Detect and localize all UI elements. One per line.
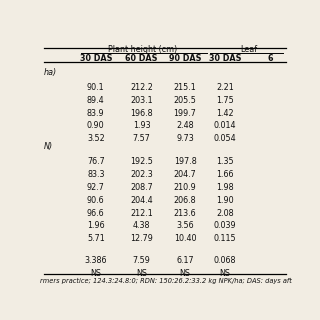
Text: NS: NS (136, 269, 147, 278)
Text: 202.3: 202.3 (130, 170, 153, 179)
Text: 205.5: 205.5 (174, 96, 196, 105)
Text: 30 DAS: 30 DAS (209, 54, 241, 63)
Text: 3.52: 3.52 (87, 134, 105, 143)
Text: NS: NS (219, 269, 230, 278)
Text: 0.039: 0.039 (213, 221, 236, 230)
Text: 206.8: 206.8 (174, 196, 196, 205)
Text: 212.1: 212.1 (130, 209, 153, 218)
Text: 1.90: 1.90 (216, 196, 234, 205)
Text: 204.4: 204.4 (130, 196, 153, 205)
Text: 90.1: 90.1 (87, 83, 105, 92)
Text: 3.56: 3.56 (176, 221, 194, 230)
Text: Leaf: Leaf (240, 45, 258, 54)
Text: 83.9: 83.9 (87, 108, 105, 118)
Text: 7.59: 7.59 (133, 256, 151, 265)
Text: 76.7: 76.7 (87, 157, 105, 166)
Text: 210.9: 210.9 (174, 183, 196, 192)
Text: 92.7: 92.7 (87, 183, 105, 192)
Text: 9.73: 9.73 (176, 134, 194, 143)
Text: 1.96: 1.96 (87, 221, 105, 230)
Text: 204.7: 204.7 (174, 170, 196, 179)
Text: ha): ha) (44, 68, 57, 76)
Text: 90.6: 90.6 (87, 196, 105, 205)
Text: 1.93: 1.93 (133, 121, 150, 131)
Text: 203.1: 203.1 (130, 96, 153, 105)
Text: 5.71: 5.71 (87, 234, 105, 243)
Text: 197.8: 197.8 (174, 157, 196, 166)
Text: 192.5: 192.5 (130, 157, 153, 166)
Text: 3.386: 3.386 (84, 256, 107, 265)
Text: 0.014: 0.014 (213, 121, 236, 131)
Text: NS: NS (90, 269, 101, 278)
Text: Plant height (cm): Plant height (cm) (108, 45, 178, 54)
Text: 0.054: 0.054 (213, 134, 236, 143)
Text: 12.79: 12.79 (130, 234, 153, 243)
Text: 2.08: 2.08 (216, 209, 234, 218)
Text: 1.98: 1.98 (216, 183, 234, 192)
Text: 1.66: 1.66 (216, 170, 234, 179)
Text: 2.48: 2.48 (176, 121, 194, 131)
Text: 60 DAS: 60 DAS (125, 54, 158, 63)
Text: 199.7: 199.7 (174, 108, 196, 118)
Text: 30 DAS: 30 DAS (80, 54, 112, 63)
Text: 6: 6 (268, 54, 273, 63)
Text: 1.35: 1.35 (216, 157, 234, 166)
Text: 196.8: 196.8 (130, 108, 153, 118)
Text: 7.57: 7.57 (133, 134, 151, 143)
Text: 6.17: 6.17 (176, 256, 194, 265)
Text: 213.6: 213.6 (174, 209, 196, 218)
Text: 2.21: 2.21 (216, 83, 234, 92)
Text: 1.75: 1.75 (216, 96, 234, 105)
Text: N): N) (44, 142, 53, 151)
Text: 83.3: 83.3 (87, 170, 105, 179)
Text: 208.7: 208.7 (130, 183, 153, 192)
Text: 212.2: 212.2 (130, 83, 153, 92)
Text: rmers practice; 124.3:24.8:0; RDN: 150:26.2:33.2 kg NPK/ha; DAS: days aft: rmers practice; 124.3:24.8:0; RDN: 150:2… (40, 278, 292, 284)
Text: 90 DAS: 90 DAS (169, 54, 201, 63)
Text: 89.4: 89.4 (87, 96, 105, 105)
Text: 96.6: 96.6 (87, 209, 105, 218)
Text: 1.42: 1.42 (216, 108, 234, 118)
Text: 4.38: 4.38 (133, 221, 150, 230)
Text: 0.115: 0.115 (213, 234, 236, 243)
Text: 215.1: 215.1 (174, 83, 196, 92)
Text: 0.068: 0.068 (213, 256, 236, 265)
Text: 10.40: 10.40 (174, 234, 196, 243)
Text: NS: NS (180, 269, 191, 278)
Text: 0.90: 0.90 (87, 121, 105, 131)
